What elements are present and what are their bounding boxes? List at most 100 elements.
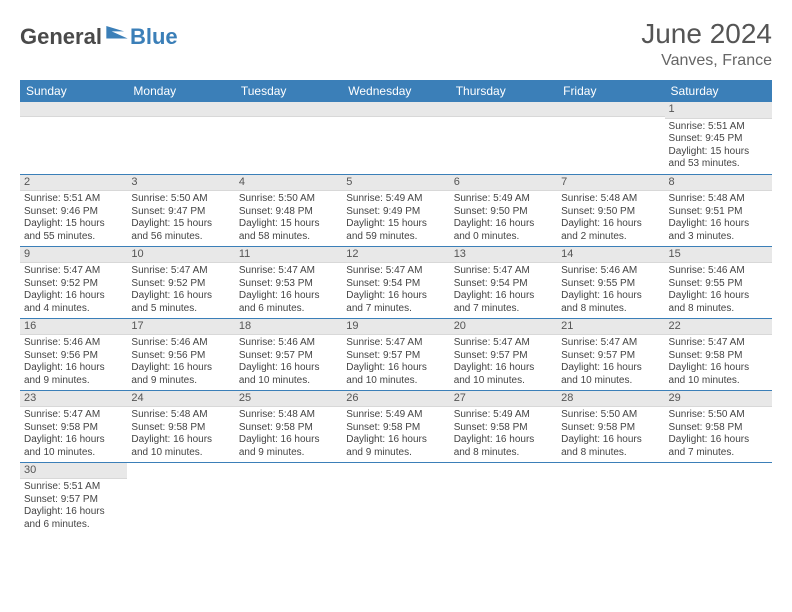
day-detail-line: Daylight: 16 hours bbox=[561, 362, 660, 375]
day-number: 8 bbox=[665, 175, 772, 192]
day-detail-line: and 10 minutes. bbox=[131, 447, 230, 460]
day-details: Sunrise: 5:51 AMSunset: 9:46 PMDaylight:… bbox=[20, 191, 127, 245]
day-number: 25 bbox=[235, 391, 342, 408]
day-details: Sunrise: 5:48 AMSunset: 9:58 PMDaylight:… bbox=[235, 407, 342, 461]
day-number: 17 bbox=[127, 319, 234, 336]
day-detail-line: Daylight: 16 hours bbox=[669, 290, 768, 303]
header: General Blue June 2024 Vanves, France bbox=[20, 18, 772, 70]
day-details: Sunrise: 5:51 AMSunset: 9:57 PMDaylight:… bbox=[20, 479, 127, 533]
day-detail-line: Sunset: 9:57 PM bbox=[24, 494, 123, 507]
empty-day-bar bbox=[342, 102, 449, 117]
day-detail-line: Sunset: 9:50 PM bbox=[454, 206, 553, 219]
calendar-cell bbox=[557, 462, 664, 534]
day-detail-line: Sunrise: 5:46 AM bbox=[239, 337, 338, 350]
day-detail-line: and 6 minutes. bbox=[239, 303, 338, 316]
day-detail-line: Daylight: 16 hours bbox=[24, 434, 123, 447]
calendar-cell bbox=[450, 462, 557, 534]
day-detail-line: and 9 minutes. bbox=[131, 375, 230, 388]
day-detail-line: and 6 minutes. bbox=[24, 519, 123, 532]
day-detail-line: Sunrise: 5:47 AM bbox=[561, 337, 660, 350]
day-number: 27 bbox=[450, 391, 557, 408]
calendar-cell bbox=[127, 102, 234, 174]
day-number: 12 bbox=[342, 247, 449, 264]
day-number: 13 bbox=[450, 247, 557, 264]
logo: General Blue bbox=[20, 24, 178, 50]
day-detail-line: Sunrise: 5:48 AM bbox=[669, 193, 768, 206]
calendar-cell bbox=[20, 102, 127, 174]
day-detail-line: Sunrise: 5:47 AM bbox=[24, 265, 123, 278]
day-number: 21 bbox=[557, 319, 664, 336]
day-detail-line: Sunrise: 5:48 AM bbox=[561, 193, 660, 206]
day-detail-line: and 2 minutes. bbox=[561, 231, 660, 244]
day-details: Sunrise: 5:46 AMSunset: 9:57 PMDaylight:… bbox=[235, 335, 342, 389]
day-detail-line: Sunset: 9:56 PM bbox=[24, 350, 123, 363]
day-detail-line: Sunrise: 5:48 AM bbox=[131, 409, 230, 422]
day-detail-line: Sunrise: 5:48 AM bbox=[239, 409, 338, 422]
day-detail-line: Sunrise: 5:50 AM bbox=[561, 409, 660, 422]
day-detail-line: Daylight: 16 hours bbox=[454, 434, 553, 447]
calendar-cell: 6Sunrise: 5:49 AMSunset: 9:50 PMDaylight… bbox=[450, 174, 557, 246]
calendar-week-row: 9Sunrise: 5:47 AMSunset: 9:52 PMDaylight… bbox=[20, 246, 772, 318]
day-details: Sunrise: 5:47 AMSunset: 9:57 PMDaylight:… bbox=[557, 335, 664, 389]
day-detail-line: Daylight: 15 hours bbox=[24, 218, 123, 231]
day-detail-line: Daylight: 16 hours bbox=[561, 218, 660, 231]
day-detail-line: Sunset: 9:57 PM bbox=[561, 350, 660, 363]
calendar-cell: 23Sunrise: 5:47 AMSunset: 9:58 PMDayligh… bbox=[20, 390, 127, 462]
day-number: 10 bbox=[127, 247, 234, 264]
day-detail-line: Sunset: 9:48 PM bbox=[239, 206, 338, 219]
day-details: Sunrise: 5:48 AMSunset: 9:58 PMDaylight:… bbox=[127, 407, 234, 461]
day-detail-line: Sunset: 9:54 PM bbox=[346, 278, 445, 291]
day-detail-line: and 56 minutes. bbox=[131, 231, 230, 244]
calendar-cell: 18Sunrise: 5:46 AMSunset: 9:57 PMDayligh… bbox=[235, 318, 342, 390]
day-details: Sunrise: 5:49 AMSunset: 9:58 PMDaylight:… bbox=[342, 407, 449, 461]
day-number: 11 bbox=[235, 247, 342, 264]
day-details: Sunrise: 5:49 AMSunset: 9:49 PMDaylight:… bbox=[342, 191, 449, 245]
day-detail-line: and 7 minutes. bbox=[454, 303, 553, 316]
day-detail-line: Sunrise: 5:46 AM bbox=[131, 337, 230, 350]
day-detail-line: and 5 minutes. bbox=[131, 303, 230, 316]
day-detail-line: Daylight: 16 hours bbox=[346, 362, 445, 375]
day-detail-line: and 10 minutes. bbox=[561, 375, 660, 388]
day-number: 20 bbox=[450, 319, 557, 336]
day-detail-line: Sunrise: 5:47 AM bbox=[24, 409, 123, 422]
day-detail-line: Sunrise: 5:51 AM bbox=[24, 193, 123, 206]
empty-day-bar bbox=[127, 102, 234, 117]
day-detail-line: Sunset: 9:54 PM bbox=[454, 278, 553, 291]
day-detail-line: Daylight: 15 hours bbox=[131, 218, 230, 231]
day-detail-line: Sunset: 9:55 PM bbox=[561, 278, 660, 291]
day-detail-line: Sunrise: 5:47 AM bbox=[131, 265, 230, 278]
location: Vanves, France bbox=[641, 52, 772, 70]
day-detail-line: Sunset: 9:46 PM bbox=[24, 206, 123, 219]
logo-text-gray: General bbox=[20, 24, 102, 50]
day-number: 1 bbox=[665, 102, 772, 119]
day-detail-line: Sunrise: 5:47 AM bbox=[454, 265, 553, 278]
day-details: Sunrise: 5:47 AMSunset: 9:53 PMDaylight:… bbox=[235, 263, 342, 317]
day-detail-line: Sunset: 9:53 PM bbox=[239, 278, 338, 291]
day-detail-line: and 9 minutes. bbox=[346, 447, 445, 460]
calendar-cell bbox=[342, 462, 449, 534]
day-number: 2 bbox=[20, 175, 127, 192]
calendar-cell: 2Sunrise: 5:51 AMSunset: 9:46 PMDaylight… bbox=[20, 174, 127, 246]
day-detail-line: Daylight: 16 hours bbox=[239, 362, 338, 375]
calendar-week-row: 23Sunrise: 5:47 AM Sunset: 9:58 PM Dayligh… bbox=[20, 390, 772, 462]
day-details: Sunrise: 5:50 AMSunset: 9:47 PMDaylight:… bbox=[127, 191, 234, 245]
day-number: 23 bbox=[20, 391, 127, 408]
day-details: Sunrise: 5:50 AMSunset: 9:48 PMDaylight:… bbox=[235, 191, 342, 245]
empty-day-bar bbox=[557, 102, 664, 117]
calendar-cell: 26Sunrise: 5:49 AMSunset: 9:58 PMDayligh… bbox=[342, 390, 449, 462]
day-detail-line: Sunset: 9:58 PM bbox=[561, 422, 660, 435]
calendar-cell: 20Sunrise: 5:47 AMSunset: 9:57 PMDayligh… bbox=[450, 318, 557, 390]
day-detail-line: Sunrise: 5:51 AM bbox=[669, 121, 768, 134]
day-detail-line: and 53 minutes. bbox=[669, 158, 768, 171]
day-number: 7 bbox=[557, 175, 664, 192]
day-detail-line: Sunset: 9:47 PM bbox=[131, 206, 230, 219]
day-detail-line: Daylight: 16 hours bbox=[669, 362, 768, 375]
calendar-cell: 3Sunrise: 5:50 AMSunset: 9:47 PMDaylight… bbox=[127, 174, 234, 246]
calendar-cell: 30Sunrise: 5:51 AMSunset: 9:57 PMDayligh… bbox=[20, 462, 127, 534]
day-detail-line: and 0 minutes. bbox=[454, 231, 553, 244]
day-detail-line: and 7 minutes. bbox=[669, 447, 768, 460]
weekday-header: Wednesday bbox=[342, 80, 449, 102]
day-number: 28 bbox=[557, 391, 664, 408]
day-detail-line: Sunset: 9:51 PM bbox=[669, 206, 768, 219]
title-block: June 2024 Vanves, France bbox=[641, 18, 772, 70]
